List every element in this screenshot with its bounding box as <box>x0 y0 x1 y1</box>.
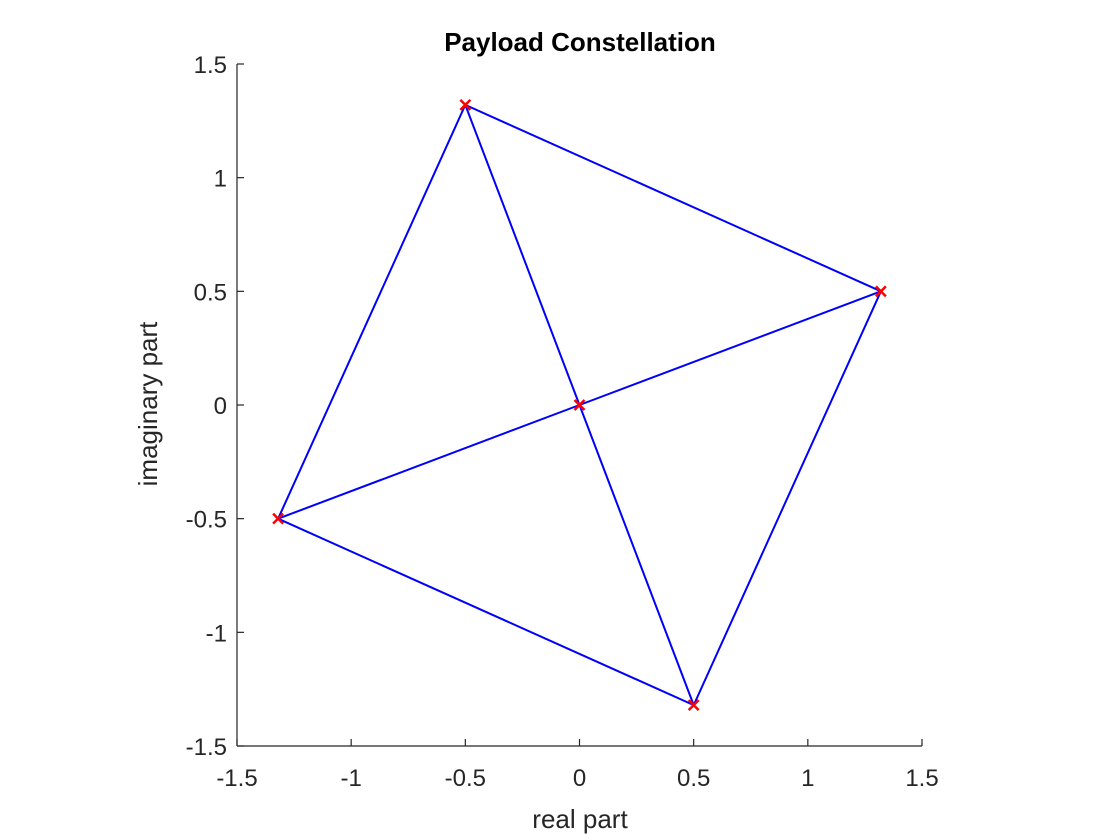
y-tick-label: 0.5 <box>194 279 227 306</box>
y-tick-label: 0 <box>214 393 227 420</box>
constellation-point-marker <box>272 512 284 525</box>
x-axis-label: real part <box>532 804 628 834</box>
y-tick-label: -0.5 <box>186 507 227 534</box>
constellation-point-marker <box>459 99 472 111</box>
y-tick-label: 1.5 <box>194 52 227 79</box>
y-axis-label: imaginary part <box>133 321 163 487</box>
constellation-point-marker <box>573 399 586 411</box>
chart-title: Payload Constellation <box>444 27 716 57</box>
y-tick-label: -1.5 <box>186 734 227 761</box>
x-tick-label: 1 <box>801 765 814 792</box>
x-tick-label: -1 <box>340 765 361 792</box>
x-tick-label: 0 <box>573 765 586 792</box>
y-tick-label: -1 <box>206 620 227 647</box>
y-tick-label: 1 <box>214 166 227 193</box>
x-tick-label: -0.5 <box>445 765 486 792</box>
constellation-point-marker <box>687 699 700 711</box>
x-tick-label: -1.5 <box>216 765 257 792</box>
constellation-point-marker <box>875 285 887 298</box>
x-tick-label: 0.5 <box>677 765 710 792</box>
trajectory-line <box>277 103 882 707</box>
x-tick-label: 1.5 <box>905 765 938 792</box>
plot-area: -1.5 -1 -0.5 0 0.5 1 1.5 -1.5 -1 -0.5 0 0.5 1 1.5 <box>186 52 939 792</box>
